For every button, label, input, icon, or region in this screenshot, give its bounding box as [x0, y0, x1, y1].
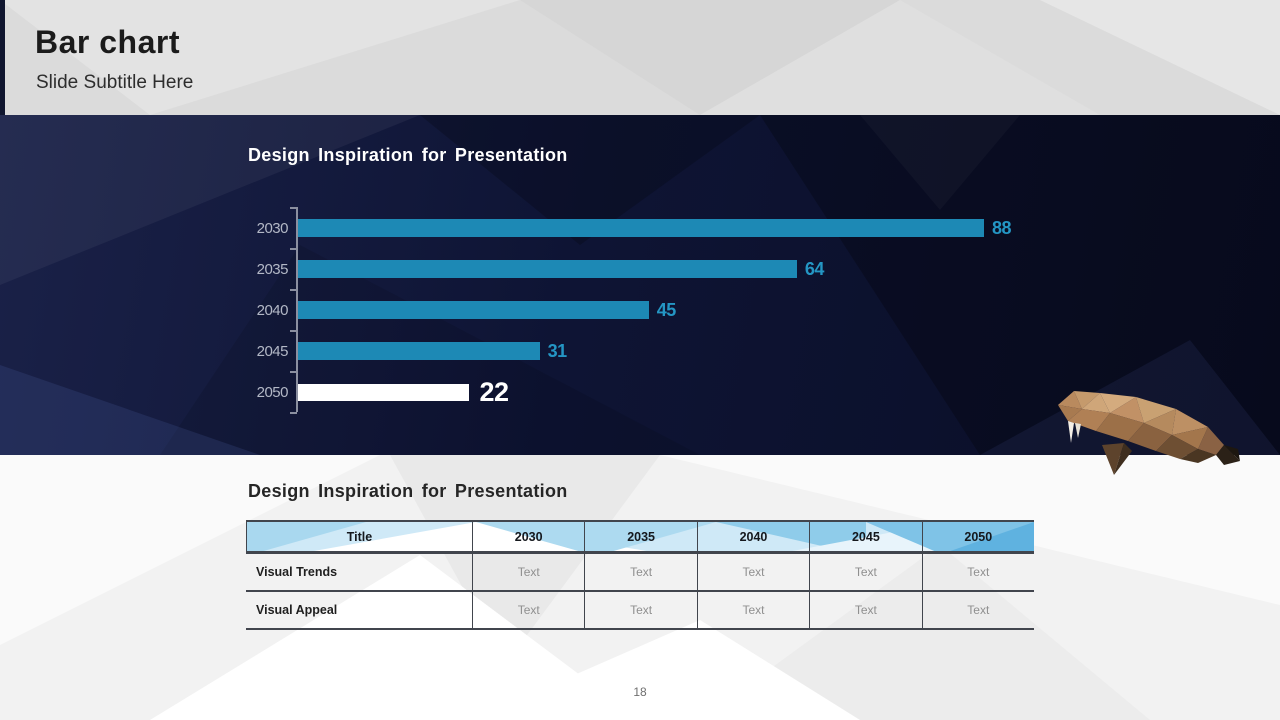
table-cell: Text: [696, 592, 809, 628]
page-subtitle: Slide Subtitle Here: [36, 72, 194, 93]
axis-tick: [290, 248, 297, 250]
slide-header: Bar chart Slide Subtitle Here: [0, 0, 1280, 115]
accent-left-strip: [0, 0, 5, 115]
category-label: 2045: [256, 342, 289, 360]
axis-tick: [290, 289, 297, 291]
table-cell: Text: [584, 592, 696, 628]
table-header-cell-2045: 2045: [809, 522, 921, 551]
table-header-cell-Title: Title: [246, 522, 472, 551]
bar: [298, 342, 540, 360]
table-body: Visual Trends Text Text Text Text Text Visual …: [246, 554, 1034, 630]
header-polygon-background: [0, 0, 1280, 115]
row-label: Visual Appeal: [256, 603, 338, 617]
bar-chart: 2030 88 2035 64 2040 45 2045 31 2050 22: [0, 115, 1280, 455]
axis-tick: [290, 412, 297, 414]
chart-row-2045: 2045 31: [246, 340, 568, 361]
table-cell: Text: [472, 592, 584, 628]
category-label: 2050: [256, 383, 289, 401]
value-label: 64: [804, 258, 825, 279]
table-header-cell-2030: 2030: [472, 522, 584, 551]
bar: [298, 301, 649, 319]
table-cell: Text: [584, 554, 696, 590]
page-title: Bar chart: [35, 24, 180, 60]
bar: [298, 219, 984, 237]
bar-highlighted: [298, 383, 470, 401]
table-row: Visual Trends Text Text Text Text Text: [246, 554, 1034, 592]
value-label: 88: [991, 217, 1012, 238]
table-cell: Text: [472, 554, 584, 590]
axis-tick: [290, 207, 297, 209]
chart-category-axis: [296, 207, 298, 412]
table-header-cell-2050: 2050: [921, 522, 1034, 551]
category-label: 2035: [256, 260, 289, 278]
chart-row-2040: 2040 45: [246, 299, 677, 320]
table-row: Visual Appeal Text Text Text Text Text: [246, 592, 1034, 630]
table-cell: Text: [809, 554, 921, 590]
axis-tick: [290, 371, 297, 373]
table-panel-title: Design Inspiration for Presentation: [248, 481, 568, 501]
axis-tick: [290, 330, 297, 332]
category-label: 2040: [256, 301, 289, 319]
table-header-row: Title 2030 2035 2040 2045 2050: [246, 520, 1034, 554]
data-table: Title 2030 2035 2040 2045 2050 Visual Trends T…: [246, 520, 1034, 630]
table-header-cell-2035: 2035: [584, 522, 696, 551]
value-label: 22: [479, 376, 509, 407]
table-header-polygon-background: [246, 522, 1034, 551]
category-label: 2030: [256, 219, 289, 237]
bar: [298, 260, 797, 278]
page-number: 18: [633, 685, 647, 699]
chart-row-2050: 2050 22: [246, 377, 509, 407]
value-label: 45: [656, 299, 677, 320]
table-cell: Text: [809, 592, 921, 628]
table-cell: Text: [921, 592, 1034, 628]
table-cell: Text: [921, 554, 1034, 590]
chart-row-2035: 2035 64: [246, 258, 825, 279]
table-panel: Design Inspiration for Presentation Titl…: [0, 455, 1280, 720]
row-label: Visual Trends: [256, 565, 338, 579]
walrus-illustration: [1058, 391, 1240, 475]
chart-row-2030: 2030 88: [246, 217, 1012, 238]
value-label: 31: [547, 340, 568, 361]
table-header-cell-2040: 2040: [696, 522, 809, 551]
chart-panel-title: Design Inspiration for Presentation: [248, 145, 568, 165]
table-cell: Text: [696, 554, 809, 590]
